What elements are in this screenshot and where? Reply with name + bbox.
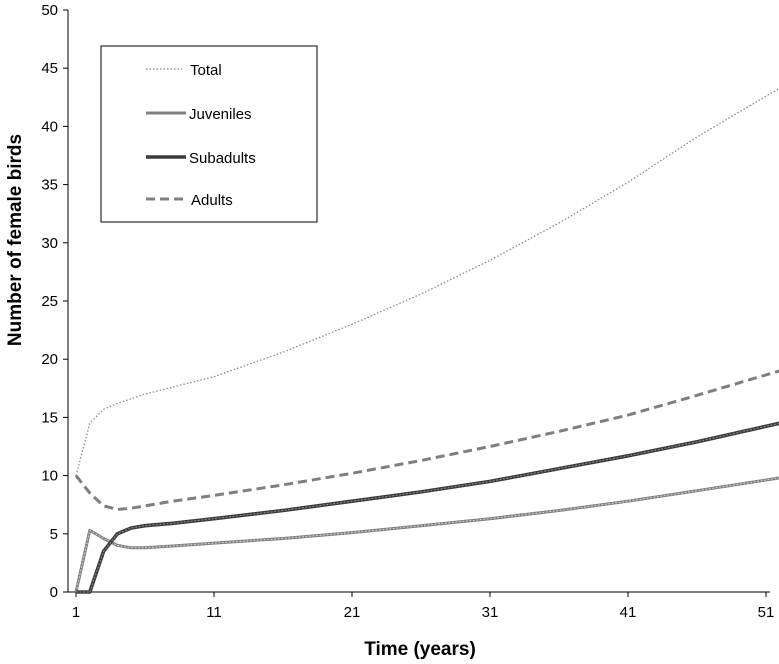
series-line-adults (74, 369, 779, 511)
series-line-subadults (76, 421, 779, 594)
x-tick-label: 1 (72, 604, 80, 621)
legend-box (100, 45, 318, 223)
series-lines (74, 87, 779, 594)
x-tick-label: 31 (482, 604, 499, 621)
legend-label-juveniles: Juveniles (189, 106, 252, 123)
series-line-juveniles (74, 476, 779, 593)
y-tick-label: 25 (41, 293, 58, 310)
y-tick-label: 50 (41, 2, 58, 19)
y-tick-label: 30 (41, 235, 58, 252)
x-tick-label: 11 (206, 604, 222, 621)
x-tick-label: 51 (758, 604, 775, 621)
y-tick-label: 35 (41, 177, 58, 194)
x-ticks: 1 11 21 31 41 51 (72, 592, 775, 621)
y-tick-label: 5 (50, 526, 58, 543)
y-tick-label: 40 (41, 118, 58, 135)
series-line-subadults-texture (76, 422, 779, 593)
y-tick-label: 10 (41, 468, 58, 485)
legend-label-subadults: Subadults (189, 150, 256, 167)
legend-label-total: Total (190, 62, 222, 79)
y-tick-label: 20 (41, 351, 58, 368)
y-tick-label: 45 (41, 60, 58, 77)
legend: Total Juveniles Subadults Adults (100, 45, 318, 223)
y-tick-label: 0 (50, 584, 58, 601)
y-tick-label: 15 (41, 409, 58, 426)
y-ticks: 0 5 10 15 20 25 30 35 40 45 50 (41, 2, 68, 601)
x-axis-title: Time (years) (364, 639, 476, 660)
legend-label-adults: Adults (191, 192, 233, 209)
y-axis-title: Number of female birds (5, 134, 26, 346)
x-tick-label: 21 (344, 604, 361, 621)
series-line-total (75, 87, 779, 476)
x-tick-label: 41 (620, 604, 637, 621)
